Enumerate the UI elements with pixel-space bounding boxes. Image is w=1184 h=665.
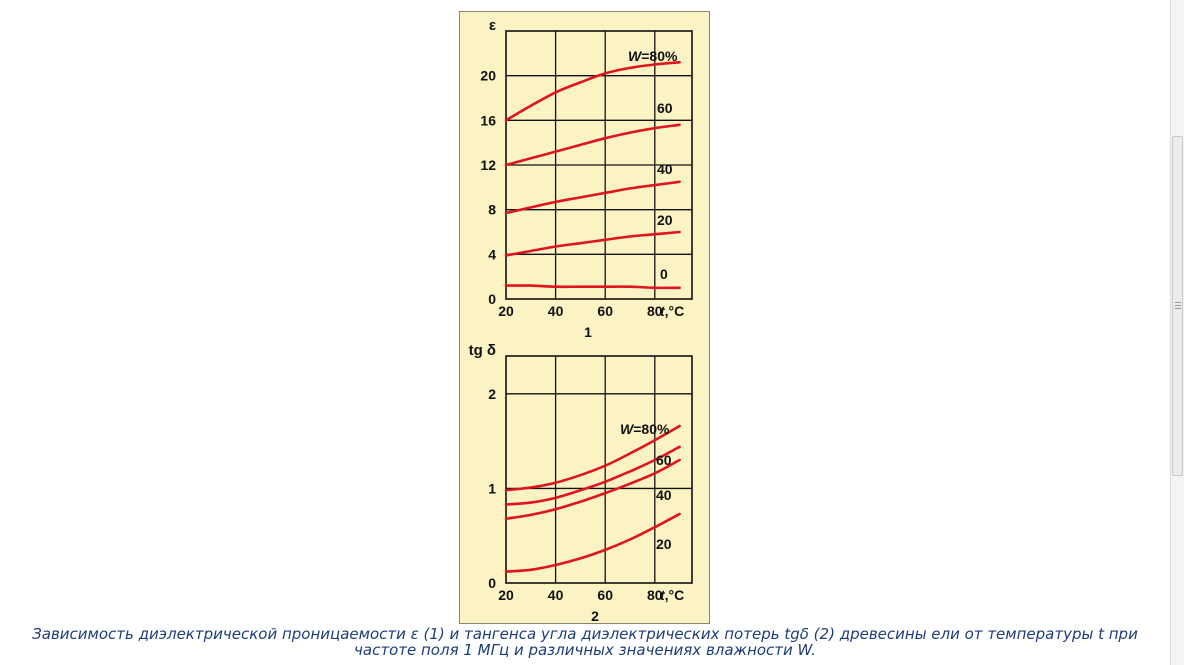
tan-legend-eq: =	[633, 421, 641, 437]
perm-panel-number: 1	[584, 324, 592, 340]
perm-series-label: 60	[657, 100, 673, 116]
tan-legend-value: 80%	[641, 421, 670, 437]
perm-y-tick-label: 20	[480, 68, 496, 84]
perm-series-label: 0	[660, 266, 668, 282]
grip-icon	[1175, 302, 1181, 309]
vertical-scrollbar[interactable]	[1170, 0, 1184, 665]
perm-series-label: 40	[657, 161, 673, 177]
figure-caption: Зависимость диэлектрической проницаемост…	[32, 625, 1138, 659]
perm-y-axis-label: ε	[489, 17, 496, 34]
tan-x-axis-var: t	[660, 587, 666, 603]
tan-x-tick-label: 60	[597, 587, 613, 603]
perm-x-tick-label: 80	[647, 303, 663, 319]
tan-x-axis-unit: ,°C	[665, 587, 685, 603]
perm-curve-2	[504, 123, 681, 167]
tan-y-tick-label: 2	[488, 386, 496, 402]
perm-curve-5	[504, 284, 681, 290]
tan-legend-var: W	[620, 421, 635, 437]
perm-curve-3	[504, 180, 681, 215]
tan-y-axis-label: tg δ	[469, 342, 496, 359]
tan-x-tick-label: 20	[498, 587, 514, 603]
perm-y-tick-label: 16	[480, 112, 496, 128]
perm-y-tick-label: 0	[488, 291, 496, 307]
scrollbar-thumb[interactable]	[1172, 136, 1183, 476]
chart-loss-tangent: 20 40 60 80t,°C 0 1 2 tg δ 2 W=80% 60 40 20	[469, 342, 693, 624]
perm-series-label: W=80%	[628, 48, 678, 64]
perm-legend-value: 80%	[649, 48, 678, 64]
tan-curve-2	[504, 445, 681, 506]
perm-legend-var: W	[628, 48, 643, 64]
perm-series-label: 20	[657, 212, 673, 228]
tan-series-label: 60	[656, 452, 672, 468]
tan-series-label: 20	[656, 536, 672, 552]
perm-legend-eq: =	[641, 48, 649, 64]
tan-curve-4	[504, 512, 681, 573]
perm-y-tick-label: 4	[488, 246, 496, 262]
tan-y-tick-label: 0	[488, 575, 496, 591]
tan-curve-3	[504, 458, 681, 520]
perm-y-tick-label: 12	[480, 157, 496, 173]
perm-x-tick-label: 60	[597, 303, 613, 319]
tan-x-axis-label: t,°C	[660, 587, 684, 603]
perm-y-tick-label: 8	[488, 202, 496, 218]
perm-x-axis-label: t,°C	[660, 303, 684, 319]
tan-y-tick-label: 1	[488, 480, 496, 496]
perm-x-axis-unit: ,°C	[665, 303, 685, 319]
figure-panel: 20 40 60 80 t,°C 0 4 8 12 16 20 ε 1 W=80% 60 40 20 0 20 40…	[459, 11, 710, 624]
tan-x-tick-label: 80	[647, 587, 663, 603]
tan-curve-1	[504, 424, 681, 492]
tan-plot-frame	[505, 355, 693, 584]
perm-x-tick-label: 20	[498, 303, 514, 319]
perm-x-axis-var: t	[660, 303, 666, 319]
tan-panel-number: 2	[591, 608, 599, 624]
perm-curve-1	[504, 61, 681, 122]
perm-curve-4	[504, 230, 681, 257]
tan-x-tick-label: 40	[548, 587, 564, 603]
tan-series-label: W=80%	[620, 421, 670, 437]
perm-x-tick-label: 40	[548, 303, 564, 319]
tan-series-label: 40	[656, 487, 672, 503]
